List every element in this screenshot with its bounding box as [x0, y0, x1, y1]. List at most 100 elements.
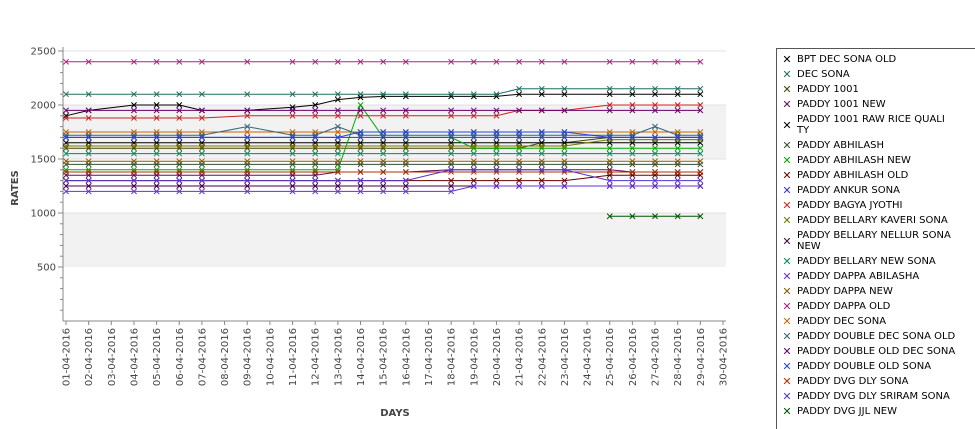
legend-marker: ✕	[782, 68, 792, 81]
data-point	[334, 158, 341, 165]
data-point	[63, 143, 69, 149]
data-point	[629, 169, 636, 175]
data-point	[176, 102, 183, 108]
legend-marker: ✕	[782, 199, 792, 212]
y-tick-label: 1000	[31, 209, 56, 220]
data-point	[153, 177, 160, 184]
data-point	[85, 183, 92, 189]
x-tick-label: 02-04-2016	[84, 328, 95, 386]
data-point	[629, 58, 636, 65]
data-point	[63, 58, 69, 65]
data-point	[63, 158, 69, 165]
legend-label: PADDY ABHILASH	[797, 140, 885, 151]
data-point	[131, 150, 137, 157]
series-paddy-dappa-new	[63, 158, 704, 165]
data-point	[493, 158, 500, 165]
data-point	[153, 143, 160, 149]
data-point	[357, 143, 364, 149]
data-point	[493, 143, 500, 149]
data-point	[493, 183, 500, 189]
data-point	[380, 129, 387, 135]
x-tick-label: 21-04-2016	[515, 328, 526, 386]
data-point	[380, 158, 387, 165]
legend-label: PADDY DOUBLE OLD SONA	[797, 361, 932, 372]
x-tick-label: 24-04-2016	[583, 328, 594, 386]
data-point	[674, 107, 681, 114]
data-point	[470, 112, 477, 119]
data-point	[176, 107, 183, 114]
data-point	[153, 188, 160, 195]
data-point	[312, 158, 319, 165]
data-point	[85, 107, 92, 114]
data-point	[289, 169, 296, 175]
data-point	[357, 177, 364, 184]
data-point	[652, 91, 658, 98]
x-tick-label: 03-04-2016	[107, 328, 118, 386]
data-point	[131, 134, 137, 141]
data-point	[85, 58, 92, 65]
data-point	[176, 183, 183, 189]
data-point	[334, 177, 341, 184]
data-point	[198, 183, 205, 189]
legend-label: PADDY ABHILASH OLD	[797, 170, 909, 181]
data-point	[448, 177, 455, 184]
series-line	[66, 185, 701, 192]
data-point	[538, 58, 545, 65]
data-point	[198, 150, 205, 157]
legend-marker: ✕	[782, 53, 792, 66]
series-line	[66, 104, 701, 119]
legend: ✕ BPT DEC SONA OLD ✕ DEC SONA ✕ PADDY 1001 ✕ PA…	[776, 48, 975, 429]
legend-marker: ✕	[782, 300, 792, 313]
grid-band	[63, 213, 726, 267]
data-point	[312, 58, 319, 65]
data-point	[606, 150, 613, 157]
data-point	[380, 143, 387, 149]
data-point	[244, 129, 251, 135]
data-point	[153, 107, 160, 114]
data-point	[402, 58, 409, 65]
data-point	[674, 58, 681, 65]
data-point	[131, 177, 137, 184]
data-point	[63, 107, 69, 114]
data-point	[402, 177, 409, 184]
data-point	[357, 107, 364, 114]
legend-label: PADDY DVG JJL NEW	[797, 406, 897, 417]
data-point	[652, 177, 658, 184]
data-point	[652, 129, 658, 135]
data-point	[652, 158, 658, 165]
series-paddy-dappa-old	[63, 58, 704, 65]
legend-label: PADDY 1001 RAW RICE QUALI TY	[797, 114, 945, 136]
data-point	[131, 91, 137, 98]
y-tick-label: 500	[37, 263, 56, 274]
data-point	[697, 158, 704, 165]
data-point	[674, 85, 681, 92]
grid-band	[63, 267, 726, 321]
data-point	[674, 102, 681, 108]
legend-item: ✕ PADDY DOUBLE OLD SONA	[777, 359, 975, 374]
legend-label: PADDY 1001	[797, 84, 859, 95]
data-point	[380, 58, 387, 65]
legend-label: PADDY DAPPA ABILASHA	[797, 271, 920, 282]
series-paddy-bellary-new-sona	[63, 150, 704, 157]
data-point	[198, 91, 205, 98]
legend-item: ✕ PADDY BELLARY KAVERI SONA	[777, 213, 975, 228]
data-point	[470, 58, 477, 65]
data-point	[402, 107, 409, 114]
data-point	[697, 169, 704, 175]
data-point	[334, 183, 341, 189]
series-line	[66, 88, 701, 95]
data-point	[538, 183, 545, 189]
series-paddy-dappa-abilasha	[63, 183, 704, 195]
x-tick-label: 29-04-2016	[696, 328, 707, 386]
data-point	[85, 169, 92, 175]
data-point	[63, 177, 69, 184]
data-point	[244, 169, 251, 175]
data-point	[493, 112, 500, 119]
data-point	[697, 107, 704, 114]
data-point	[63, 183, 69, 189]
data-point	[448, 150, 455, 157]
data-point	[561, 158, 568, 165]
data-point	[697, 58, 704, 65]
data-point	[448, 129, 455, 135]
data-point	[289, 107, 296, 114]
